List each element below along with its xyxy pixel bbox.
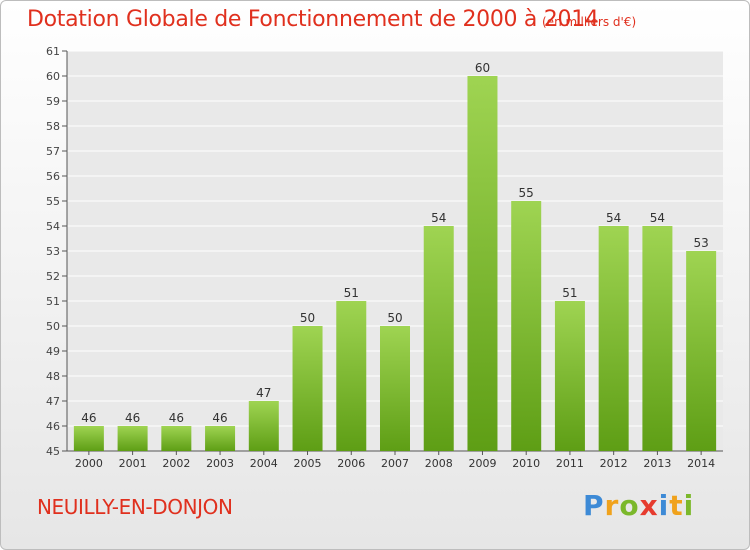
y-tick-label: 47	[46, 395, 60, 408]
bar	[205, 426, 236, 451]
y-tick-label: 60	[46, 70, 60, 83]
chart-title: Dotation Globale de Fonctionnement de 20…	[27, 7, 599, 32]
y-tick-label: 49	[46, 345, 60, 358]
logo-letter: i	[683, 489, 695, 522]
y-tick-label: 51	[46, 295, 60, 308]
bar	[554, 301, 585, 451]
bar	[161, 426, 192, 451]
logo-letter: P	[583, 489, 605, 522]
bar	[511, 201, 542, 451]
bar-value-label: 53	[693, 236, 708, 250]
logo-letter: r	[604, 489, 620, 522]
bar-value-label: 51	[562, 286, 577, 300]
x-tick-label: 2009	[468, 457, 496, 470]
x-tick-label: 2006	[337, 457, 365, 470]
bar-value-label: 55	[519, 186, 534, 200]
bar	[117, 426, 148, 451]
y-tick-label: 57	[46, 145, 60, 158]
x-tick-label: 2014	[687, 457, 715, 470]
proxiti-logo: Proxiti	[583, 489, 694, 522]
y-tick-label: 46	[46, 420, 60, 433]
bar	[642, 226, 673, 451]
y-tick-label: 55	[46, 195, 60, 208]
chart-subtitle: (en milliers d'€)	[542, 15, 637, 29]
y-tick-label: 61	[46, 45, 60, 58]
logo-letter: i	[658, 489, 670, 522]
y-tick-label: 59	[46, 95, 60, 108]
bar-value-label: 54	[650, 211, 665, 225]
x-tick-label: 2010	[512, 457, 540, 470]
x-tick-label: 2002	[162, 457, 190, 470]
x-tick-label: 2012	[600, 457, 628, 470]
x-tick-label: 2003	[206, 457, 234, 470]
bar-value-label: 46	[81, 411, 96, 425]
logo-letter: o	[619, 489, 640, 522]
bar	[598, 226, 629, 451]
x-tick-label: 2007	[381, 457, 409, 470]
bar-value-label: 50	[387, 311, 402, 325]
bar-value-label: 54	[606, 211, 621, 225]
x-tick-label: 2004	[250, 457, 278, 470]
x-tick-label: 2013	[643, 457, 671, 470]
bar	[686, 251, 717, 451]
bar-value-label: 60	[475, 61, 490, 75]
bar	[292, 326, 323, 451]
bar	[380, 326, 410, 451]
bar-value-label: 47	[256, 386, 271, 400]
y-tick-label: 52	[46, 270, 60, 283]
bar-value-label: 54	[431, 211, 446, 225]
y-tick-label: 48	[46, 370, 60, 383]
bar-value-label: 46	[212, 411, 227, 425]
bar	[467, 76, 498, 451]
y-tick-label: 54	[46, 220, 60, 233]
x-tick-label: 2001	[119, 457, 147, 470]
x-tick-label: 2008	[425, 457, 453, 470]
x-tick-label: 2005	[294, 457, 322, 470]
bar-value-label: 46	[169, 411, 184, 425]
bar	[248, 401, 279, 451]
y-tick-label: 50	[46, 320, 60, 333]
x-tick-label: 2000	[75, 457, 103, 470]
logo-letter: t	[669, 489, 684, 522]
y-tick-label: 53	[46, 245, 60, 258]
bar	[336, 301, 367, 451]
x-tick-label: 2011	[556, 457, 584, 470]
bar	[73, 426, 104, 451]
bar-value-label: 51	[344, 286, 359, 300]
y-tick-label: 56	[46, 170, 60, 183]
logo-letter: x	[639, 489, 659, 522]
bar-value-label: 46	[125, 411, 140, 425]
bar-value-label: 50	[300, 311, 315, 325]
commune-name: NEUILLY-EN-DONJON	[37, 495, 233, 519]
y-tick-label: 45	[46, 445, 60, 458]
bar	[423, 226, 454, 451]
y-tick-label: 58	[46, 120, 60, 133]
